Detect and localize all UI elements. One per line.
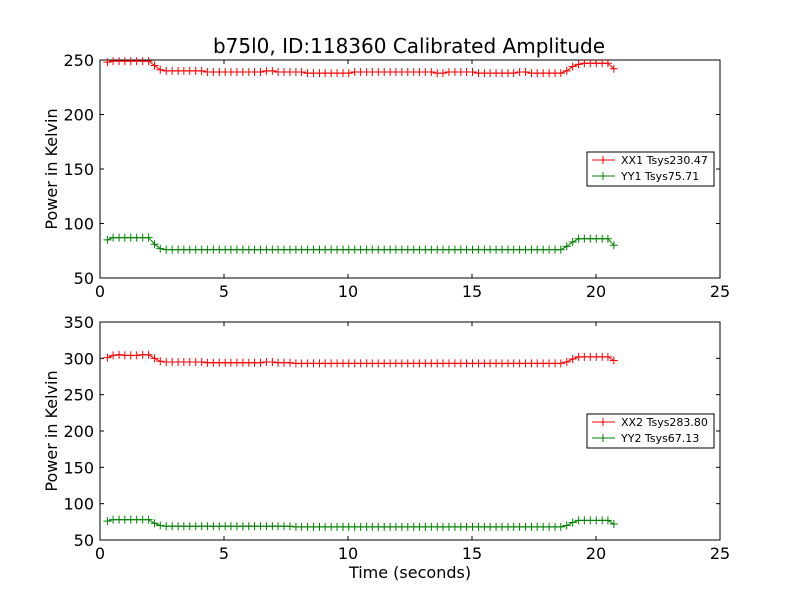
- x-tick-label: 15: [462, 282, 482, 301]
- legend-marker: [599, 434, 607, 442]
- bottom-subplot: 0 5 10 15 20 25 50 100 150 200 250 300 350 Power in K…: [42, 313, 730, 563]
- x-tick-label: 15: [462, 544, 482, 563]
- data-point-marker: [468, 67, 477, 76]
- data-point-marker: [144, 57, 153, 66]
- data-point-marker: [568, 238, 577, 247]
- data-point-marker: [144, 515, 153, 524]
- data-point-marker: [156, 521, 165, 530]
- y-tick-label: 100: [63, 495, 94, 514]
- data-point-marker: [562, 357, 571, 366]
- legend-label: XX1 Tsys230.47: [621, 154, 708, 167]
- legend-box: [586, 151, 715, 187]
- data-point-marker: [268, 66, 277, 75]
- data-point-marker: [556, 522, 565, 531]
- y-tick-label: 50: [74, 531, 94, 550]
- y-tick-label: 200: [63, 106, 94, 125]
- y-tick-label: 250: [63, 386, 94, 405]
- data-point-marker: [103, 517, 112, 526]
- x-tick-label: 25: [710, 282, 730, 301]
- data-point-marker: [103, 353, 112, 362]
- data-point-marker: [603, 59, 612, 68]
- data-point-marker: [344, 69, 353, 78]
- data-point-marker: [197, 66, 206, 75]
- data-point-marker: [156, 244, 165, 253]
- data-point-marker: [562, 521, 571, 530]
- x-tick-label: 25: [710, 544, 730, 563]
- legend-box: [586, 413, 715, 449]
- x-tick-label: 10: [338, 282, 358, 301]
- data-point-marker: [574, 60, 583, 69]
- data-point-marker: [109, 351, 118, 360]
- data-point-marker: [427, 67, 436, 76]
- y-tick-label: 100: [63, 215, 94, 234]
- data-point-marker: [603, 352, 612, 361]
- data-point-marker: [285, 358, 294, 367]
- data-point-marker: [603, 516, 612, 525]
- data-point-marker: [150, 519, 159, 528]
- top-subplot: 0 5 10 15 20 25 50 100 150 200 250 Power in Kelvin X…: [42, 51, 730, 301]
- y-tick-label: 150: [63, 160, 94, 179]
- data-point-marker: [285, 522, 294, 531]
- y-tick-label: 250: [63, 51, 94, 70]
- x-tick-label: 5: [219, 544, 229, 563]
- data-point-marker: [609, 64, 618, 73]
- data-point-marker: [438, 69, 447, 78]
- data-point-marker: [115, 350, 124, 359]
- y-tick-label: 200: [63, 422, 94, 441]
- data-point-marker: [556, 359, 565, 368]
- x-tick-label: 0: [95, 544, 105, 563]
- data-point-marker: [609, 356, 618, 365]
- y-axis-label: Power in Kelvin: [42, 370, 61, 491]
- x-tick-label: 10: [338, 544, 358, 563]
- data-point-marker: [297, 67, 306, 76]
- y-tick-label: 150: [63, 458, 94, 477]
- data-point-marker: [150, 354, 159, 363]
- figure-title: b75l0, ID:118360 Calibrated Amplitude: [213, 34, 605, 58]
- data-point-marker: [521, 67, 530, 76]
- y-tick-label: 300: [63, 349, 94, 368]
- data-point-marker: [144, 350, 153, 359]
- data-point-marker: [156, 357, 165, 366]
- data-point-marker: [568, 518, 577, 527]
- data-point-marker: [103, 58, 112, 67]
- data-point-marker: [609, 520, 618, 529]
- data-point-marker: [150, 240, 159, 249]
- legend-label: YY2 Tsys67.13: [620, 432, 699, 445]
- data-point-marker: [562, 66, 571, 75]
- data-point-marker: [156, 65, 165, 74]
- data-point-marker: [568, 62, 577, 71]
- data-point-marker: [256, 358, 265, 367]
- x-tick-label: 20: [586, 282, 606, 301]
- data-point-marker: [609, 241, 618, 250]
- data-point-marker: [556, 69, 565, 78]
- legend-label: XX2 Tsys283.80: [621, 416, 708, 429]
- data-point-marker: [509, 69, 518, 78]
- data-point-marker: [562, 242, 571, 251]
- data-point-marker: [197, 357, 206, 366]
- data-point-marker: [268, 357, 277, 366]
- x-tick-label: 0: [95, 282, 105, 301]
- legend-marker: [599, 418, 607, 426]
- data-point-marker: [103, 235, 112, 244]
- x-tick-label: 20: [586, 544, 606, 563]
- legend-marker: [599, 156, 607, 164]
- data-point-marker: [256, 67, 265, 76]
- x-tick-label: 5: [219, 282, 229, 301]
- legend-marker: [599, 172, 607, 180]
- data-point-marker: [144, 233, 153, 242]
- data-point-marker: [603, 234, 612, 243]
- y-tick-label: 50: [74, 269, 94, 288]
- data-point-marker: [568, 355, 577, 364]
- legend-label: YY1 Tsys75.71: [620, 170, 699, 183]
- y-tick-label: 350: [63, 313, 94, 332]
- data-point-marker: [556, 245, 565, 254]
- data-point-marker: [132, 351, 141, 360]
- figure-xlabel: Time (seconds): [348, 563, 471, 582]
- y-axis-label: Power in Kelvin: [42, 108, 61, 229]
- data-point-marker: [150, 61, 159, 70]
